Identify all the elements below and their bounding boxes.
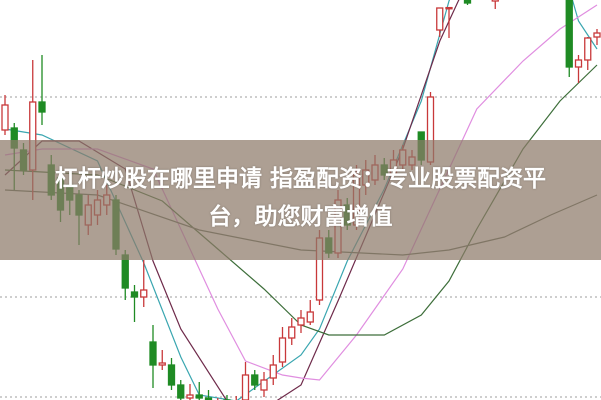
headline-banner xyxy=(0,140,601,260)
candle-up xyxy=(140,289,148,298)
headline-line-2: 台，助您财富增值 xyxy=(208,204,393,230)
candle-up xyxy=(186,394,194,399)
candle-up xyxy=(158,362,166,366)
candle-down xyxy=(204,397,213,400)
candle-up xyxy=(584,37,592,61)
candle-down xyxy=(38,101,46,113)
candle-down xyxy=(565,0,573,68)
headline: 杠杆炒股在哪里申请 指盈配资：专业股票配资平 台，助您财富增值 xyxy=(0,160,601,236)
headline-line-1: 杠杆炒股在哪里申请 指盈配资：专业股票配资平 xyxy=(54,166,546,192)
candle-up xyxy=(278,337,287,363)
candle-down xyxy=(167,364,176,386)
candle-up xyxy=(491,0,499,2)
candle-down xyxy=(195,394,203,399)
candle-up xyxy=(1,104,9,131)
candle-up xyxy=(593,32,601,38)
candle-down xyxy=(130,291,139,298)
candle-down xyxy=(251,374,259,386)
candle-up xyxy=(436,7,444,31)
candle-up xyxy=(241,374,250,400)
candle-up xyxy=(260,379,268,391)
candle-up xyxy=(288,326,296,339)
candle-down xyxy=(177,384,185,399)
candle-up xyxy=(297,317,305,326)
candle-down xyxy=(463,0,472,4)
candle-up xyxy=(445,6,453,10)
candle-down xyxy=(149,341,157,366)
candle-up xyxy=(269,364,277,379)
candle-up xyxy=(574,59,583,68)
candle-up xyxy=(306,311,314,323)
